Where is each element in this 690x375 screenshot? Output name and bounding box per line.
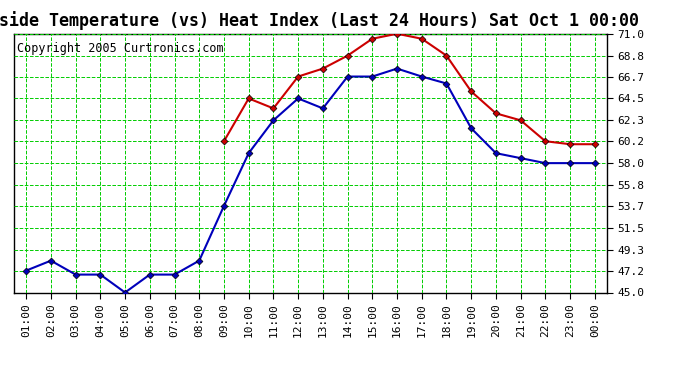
Text: Outside Temperature (vs) Heat Index (Last 24 Hours) Sat Oct 1 00:00: Outside Temperature (vs) Heat Index (Las… [0,11,639,30]
Text: Copyright 2005 Curtronics.com: Copyright 2005 Curtronics.com [17,42,224,54]
